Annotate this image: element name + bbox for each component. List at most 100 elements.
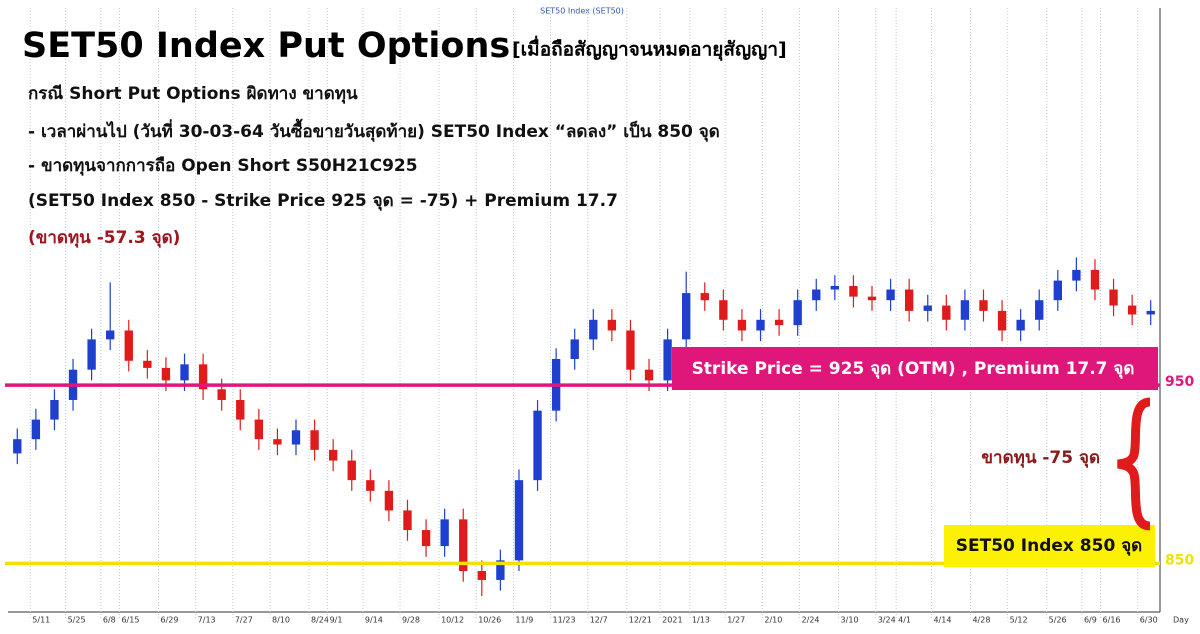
candle-body xyxy=(533,410,542,481)
candle-body xyxy=(347,460,356,481)
candle-body xyxy=(1090,269,1100,290)
candle-body xyxy=(161,367,171,381)
loss-note: (ขาดทุน -57.3 จุด) xyxy=(28,228,180,248)
title-note: [เมื่อถือสัญญาจนหมดอายุสัญญา] xyxy=(512,36,787,62)
candle-body xyxy=(366,480,375,491)
x-tick-label: 3/24 xyxy=(878,616,896,625)
candle-body xyxy=(719,300,728,320)
candle-body xyxy=(421,530,431,547)
candle-body xyxy=(477,571,486,580)
candle-body xyxy=(1035,300,1044,320)
candle-body xyxy=(217,389,226,400)
candle-body xyxy=(273,439,282,445)
x-tick-label: 4/1 xyxy=(898,616,911,625)
annotation-line: - เวลาผ่านไป (วันที่ 30-03-64 วันซื้อขาย… xyxy=(28,118,720,142)
x-tick-label: 2/10 xyxy=(764,616,782,625)
x-tick-label: 5/11 xyxy=(32,616,50,625)
candle-body xyxy=(886,289,895,301)
x-tick-label: 9/1 xyxy=(330,616,343,625)
x-tick-label: 5/26 xyxy=(1049,616,1067,625)
candle-body xyxy=(403,510,412,531)
candle-body xyxy=(942,305,951,320)
candle-body xyxy=(960,300,970,320)
annotation-line: (SET50 Index 850 - Strike Price 925 จุด … xyxy=(28,191,618,211)
candle-body xyxy=(459,519,468,572)
x-tick-label: 1/13 xyxy=(692,616,710,625)
x-tick-label: 2021 xyxy=(662,616,682,625)
candle-body xyxy=(87,339,96,370)
x-tick-label: 1/27 xyxy=(727,616,745,625)
x-tick-label: 9/28 xyxy=(402,616,420,625)
candle-body xyxy=(923,305,932,311)
x-tick-label: 8/24 xyxy=(311,616,329,625)
y-tick-label: 950 xyxy=(1165,374,1194,390)
x-tick-label: 6/29 xyxy=(161,616,179,625)
index-box xyxy=(944,525,1155,567)
candle-body xyxy=(328,449,338,461)
strike-box xyxy=(672,347,1158,390)
candle-body xyxy=(997,310,1007,331)
x-tick-label: 10/12 xyxy=(441,616,464,625)
x-tick-label: 11/23 xyxy=(553,616,576,625)
x-axis-label: Day xyxy=(1173,616,1189,625)
x-tick-label: 3/10 xyxy=(841,616,859,625)
candle-body xyxy=(1072,269,1081,281)
loss-brace xyxy=(1117,397,1151,531)
candle-body xyxy=(254,419,264,440)
candle-body xyxy=(867,296,877,301)
candle-body xyxy=(384,490,394,511)
x-tick-label: 4/28 xyxy=(972,616,990,625)
candle-body xyxy=(682,293,691,340)
candle-body xyxy=(756,319,765,331)
x-tick-label: 11/9 xyxy=(515,616,533,625)
candle-body xyxy=(607,319,617,331)
annotation-line: กรณี Short Put Options ผิดทาง ขาดทุน xyxy=(28,83,358,104)
candle-body xyxy=(1109,289,1118,306)
x-tick-label: 7/27 xyxy=(235,616,253,625)
candle-body xyxy=(50,399,59,420)
candle-body xyxy=(310,430,319,450)
candle-body xyxy=(198,364,208,390)
candle-body xyxy=(514,480,524,561)
x-tick-label: 5/12 xyxy=(1010,616,1028,625)
chart-title: SET50 Index Put Options xyxy=(22,26,510,66)
x-tick-label: 10/26 xyxy=(478,616,501,625)
x-tick-label: 9/14 xyxy=(365,616,383,625)
loss-label: ขาดทุน -75 จุด xyxy=(981,448,1100,468)
candle-body xyxy=(1127,305,1137,315)
x-tick-label: 6/16 xyxy=(1103,616,1121,625)
candle-body xyxy=(774,319,784,326)
candle-body xyxy=(589,319,598,340)
candle-body xyxy=(1146,310,1155,315)
candle-body xyxy=(737,319,747,331)
candle-body xyxy=(440,519,449,547)
candle-body xyxy=(570,339,579,359)
y-tick-label: 850 xyxy=(1165,552,1194,568)
x-tick-label: 6/8 xyxy=(103,616,116,625)
candle-body xyxy=(644,369,654,381)
annotation-line: - ขาดทุนจากการถือ Open Short S50H21C925 xyxy=(28,155,418,176)
candle-body xyxy=(106,330,115,340)
x-tick-label: 6/9 xyxy=(1084,616,1097,625)
x-tick-label: 7/13 xyxy=(198,616,216,625)
candle-body xyxy=(830,285,840,290)
x-tick-label: 6/30 xyxy=(1140,616,1158,625)
x-tick-label: 4/14 xyxy=(933,616,951,625)
index-box-text: SET50 Index 850 จุด xyxy=(956,536,1142,556)
candle-body xyxy=(1053,280,1062,301)
candle-body xyxy=(793,300,802,326)
candle-body xyxy=(663,339,672,381)
x-tick-label: 8/10 xyxy=(272,616,290,625)
x-tick-label: 6/15 xyxy=(121,616,139,625)
candle-body xyxy=(143,360,152,368)
x-tick-label: 5/25 xyxy=(68,616,86,625)
chart-header: SET50 Index (SET50) xyxy=(540,7,624,16)
candle-body xyxy=(496,560,505,580)
candle-body xyxy=(904,289,914,311)
candle-body xyxy=(236,399,245,420)
candle-body xyxy=(626,330,635,370)
x-tick-label: 2/24 xyxy=(802,616,820,625)
candle-body xyxy=(13,439,22,454)
